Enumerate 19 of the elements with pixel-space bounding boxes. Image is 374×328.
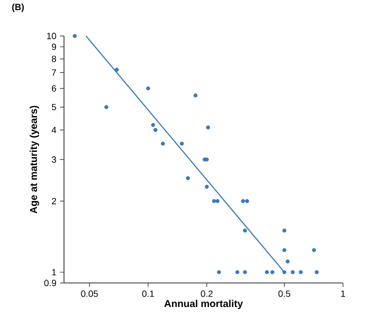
x-tick-label: 1 [341, 290, 346, 297]
y-tick-label: 5 [52, 104, 56, 110]
x-tick-label: 0.1 [142, 290, 154, 297]
y-tick-label: 9 [52, 44, 56, 50]
y-tick-label: 4 [52, 126, 56, 134]
y-axis-title: Age at maturity (years) [30, 106, 40, 214]
x-axis-title: Annual mortality [164, 300, 243, 310]
y-tick-label: 6 [52, 85, 56, 92]
chart-title: (B) [12, 4, 24, 12]
y-tick-label: 10 [47, 32, 56, 40]
y-tick-label: 2 [52, 198, 56, 204]
x-tick-label: 0.5 [278, 290, 290, 297]
x-tick-label: 0.05 [81, 290, 98, 297]
y-tick-label: 1 [52, 269, 56, 276]
y-tick-label: 0.9 [44, 280, 56, 286]
y-tick-label: 8 [52, 56, 56, 62]
x-tick-label: 0.2 [200, 290, 213, 297]
y-tick-label: 7 [52, 69, 56, 76]
y-tick-label: 3 [52, 156, 56, 163]
